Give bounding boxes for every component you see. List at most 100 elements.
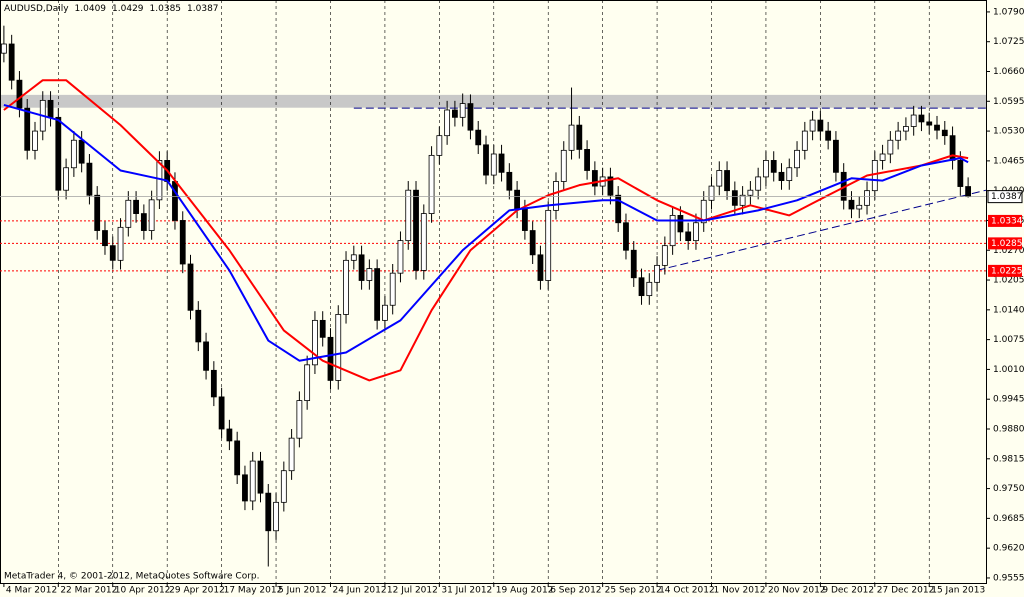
y-tick-label: 1.0465 [993, 156, 1024, 166]
candle-body [296, 400, 303, 439]
chart-header: AUDUSD,Daily 1.0409 1.0429 1.0385 1.0387 [4, 4, 219, 14]
candle-body [506, 171, 513, 191]
current-price-label: 1.0387 [991, 192, 1023, 202]
candle-body [801, 130, 808, 151]
x-tick-label: 15 Jan 2013 [931, 586, 985, 596]
candle-body [483, 144, 489, 176]
candle-body [646, 281, 653, 297]
candle-body [187, 263, 194, 311]
candle-body [615, 194, 622, 224]
candle-body [203, 341, 209, 371]
candle-body [109, 245, 116, 261]
candle-body [724, 170, 730, 192]
candle-body [607, 176, 614, 196]
candle-body [304, 364, 311, 401]
y-tick-label: 1.0790 [993, 7, 1024, 17]
x-tick-label: 24 Jun 2012 [332, 586, 386, 596]
candle-body [887, 139, 894, 155]
candle-body [335, 314, 342, 381]
candle-body [179, 220, 186, 265]
x-tick-label: 4 Mar 2012 [6, 586, 57, 596]
y-tick-label: 0.9555 [993, 573, 1024, 583]
moving-average [3, 103, 969, 362]
candle-body [405, 189, 412, 242]
candle-body [786, 167, 793, 181]
candle-body [693, 222, 699, 242]
level-label: 1.0334 [991, 216, 1023, 226]
y-tick-label: 1.0075 [993, 335, 1024, 345]
y-tick-label: 1.0010 [993, 365, 1024, 375]
ohlc-open: 1.0409 [75, 4, 107, 14]
candle-body [70, 139, 77, 169]
candle-body [172, 181, 178, 221]
candle-body [521, 208, 528, 231]
level-label-box [988, 214, 1022, 227]
candle-body [24, 107, 31, 151]
candle-body [918, 114, 925, 123]
candle-body [685, 231, 692, 242]
candle-body [125, 199, 132, 228]
candle-body [234, 440, 241, 476]
candle-body [778, 171, 785, 181]
ohlc-low: 1.0385 [150, 4, 182, 14]
candle-body [934, 124, 940, 131]
candle-body [957, 160, 964, 187]
candle-body [529, 230, 536, 256]
candle-body [809, 119, 816, 132]
x-tick-label: 27 Dec 2012 [877, 586, 935, 596]
candle-body [545, 209, 552, 281]
candle-body [413, 189, 419, 271]
y-tick-label: 0.9815 [993, 454, 1024, 464]
footer: MetaTrader 4, © 2001-2012, MetaQuotes So… [4, 572, 260, 582]
x-tick-label: 25 Sep 2012 [605, 586, 662, 596]
candle-body [133, 199, 139, 214]
x-tick-label: 1 Nov 2012 [714, 586, 766, 596]
candle-body [926, 121, 933, 126]
current-price-box [987, 190, 1023, 204]
ohlc-high: 1.0429 [112, 4, 144, 14]
level-label: 1.0225 [991, 266, 1023, 276]
candle-body [148, 199, 155, 231]
candle-body [451, 109, 458, 118]
x-tick-label: 12 Jul 2012 [387, 586, 438, 596]
candle-body [763, 160, 769, 178]
candle-body [32, 130, 38, 151]
candle-body [218, 396, 225, 430]
candle-body [490, 153, 497, 176]
level-label: 1.0285 [991, 239, 1023, 249]
candle-body [242, 474, 248, 502]
resistance-zone [1, 94, 986, 108]
y-tick-label: 1.0530 [993, 127, 1024, 137]
candle-body [226, 428, 233, 442]
candle-body [965, 186, 972, 198]
candle-body [630, 249, 637, 279]
y-tick-label: 0.9685 [993, 514, 1024, 524]
candle-body [623, 222, 629, 251]
candle-body [195, 309, 202, 343]
candle-body [755, 176, 762, 191]
candle-body [63, 167, 69, 191]
level-label-box [988, 237, 1022, 250]
y-tick-label: 1.0660 [993, 67, 1024, 77]
candle-body [584, 149, 590, 171]
candle-body [498, 153, 505, 173]
y-tick-label: 1.0595 [993, 97, 1024, 107]
candle-body [591, 170, 598, 187]
candle-body [553, 181, 559, 211]
candle-body [576, 124, 583, 150]
candle-body [327, 336, 334, 381]
candle-body [864, 190, 870, 206]
candle-body [895, 130, 902, 141]
candle-body [0, 43, 7, 54]
candle-body [288, 437, 295, 472]
x-tick-label: 5 Jun 2012 [278, 586, 326, 596]
candle-body [78, 139, 85, 164]
candle-body [389, 272, 396, 306]
candle-body [708, 185, 715, 201]
candle-body [770, 160, 777, 173]
candle-body [941, 129, 948, 137]
x-tick-label: 20 Nov 2012 [768, 586, 826, 596]
